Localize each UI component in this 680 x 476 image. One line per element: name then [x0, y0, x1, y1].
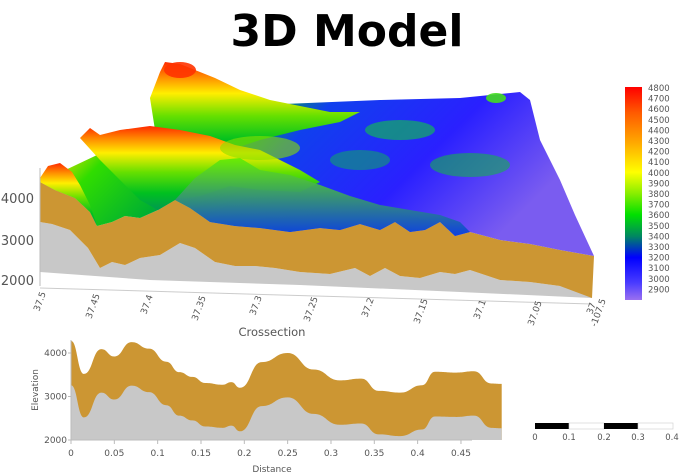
svg-text:2900: 2900: [648, 285, 670, 295]
z-tick-2000: 2000: [1, 274, 34, 289]
svg-text:0: 0: [532, 433, 537, 443]
crossection-ylabel: Elevation: [31, 369, 41, 411]
svg-text:4400: 4400: [648, 126, 670, 136]
svg-text:0.2: 0.2: [237, 449, 251, 459]
svg-text:4000: 4000: [44, 349, 67, 359]
svg-text:3400: 3400: [648, 232, 670, 242]
svg-text:0.3: 0.3: [631, 433, 645, 443]
svg-text:0.1: 0.1: [562, 433, 576, 443]
svg-text:0.3: 0.3: [324, 449, 338, 459]
svg-text:2000: 2000: [44, 436, 67, 446]
svg-text:0: 0: [68, 449, 74, 459]
svg-text:4000: 4000: [648, 169, 670, 179]
svg-text:4200: 4200: [648, 148, 670, 158]
svg-text:3900: 3900: [648, 179, 670, 189]
colorbar-ticks: 4800 4700 4600 4500 4400 4300 4200 4100 …: [648, 84, 670, 295]
crossection-title: Crossection: [239, 325, 306, 339]
svg-text:37: 37: [586, 302, 599, 316]
crossection-chart: Crossection 4000 3000 2000 0 0.05 0.1 0.15 0.2…: [31, 325, 502, 475]
svg-text:0.1: 0.1: [150, 449, 164, 459]
svg-text:37.3: 37.3: [249, 295, 265, 317]
svg-text:3200: 3200: [648, 254, 670, 264]
colorbar: 4800 4700 4600 4500 4400 4300 4200 4100 …: [625, 84, 670, 300]
svg-text:4300: 4300: [648, 137, 670, 147]
svg-text:37.35: 37.35: [191, 295, 209, 323]
svg-text:37.1: 37.1: [473, 299, 489, 321]
crossection-areas: [71, 340, 502, 440]
svg-text:4600: 4600: [648, 105, 670, 115]
svg-text:3500: 3500: [648, 222, 670, 232]
svg-text:4500: 4500: [648, 116, 670, 126]
terrain-surface: [40, 62, 594, 256]
svg-text:0.35: 0.35: [364, 449, 384, 459]
z-tick-4000: 4000: [1, 192, 34, 207]
svg-text:0.25: 0.25: [278, 449, 298, 459]
svg-text:37.5: 37.5: [33, 291, 49, 313]
svg-text:37.2: 37.2: [361, 297, 377, 319]
svg-text:3600: 3600: [648, 211, 670, 221]
crossection-area: [71, 385, 502, 440]
base-layer-wall: [40, 222, 592, 298]
svg-text:37.15: 37.15: [413, 298, 431, 326]
svg-text:0.45: 0.45: [451, 449, 471, 459]
section-layer-wall: [40, 182, 594, 298]
svg-text:0.05: 0.05: [104, 449, 124, 459]
svg-text:37.05: 37.05: [527, 300, 545, 328]
svg-text:3000: 3000: [648, 275, 670, 285]
svg-text:4100: 4100: [648, 158, 670, 168]
svg-text:0.4: 0.4: [410, 449, 425, 459]
page-title: 3D Model: [230, 6, 464, 57]
svg-text:37.4: 37.4: [140, 293, 156, 316]
svg-text:0.2: 0.2: [597, 433, 611, 443]
crossection-area: [71, 340, 502, 440]
z-tick-3000: 3000: [1, 234, 34, 249]
crossection-xlabel: Distance: [252, 465, 292, 475]
scale-bar: 0 0.1 0.2 0.3 0.4: [532, 422, 679, 443]
svg-text:4800: 4800: [648, 84, 670, 94]
svg-text:4700: 4700: [648, 95, 670, 105]
svg-text:37.25: 37.25: [303, 296, 321, 324]
z-axis: 4000 3000 2000: [1, 168, 41, 289]
crossection-y-ticks: 4000 3000 2000: [44, 349, 71, 446]
svg-text:3300: 3300: [648, 243, 670, 253]
svg-text:0.4: 0.4: [665, 433, 679, 443]
svg-text:3000: 3000: [44, 393, 67, 403]
svg-text:0.15: 0.15: [191, 449, 211, 459]
crossection-x-ticks: 0 0.05 0.1 0.15 0.2 0.25 0.3 0.35 0.4 0.45: [68, 440, 471, 459]
svg-text:37.45: 37.45: [85, 293, 103, 321]
svg-text:3800: 3800: [648, 190, 670, 200]
svg-text:3700: 3700: [648, 201, 670, 211]
svg-text:3100: 3100: [648, 264, 670, 274]
